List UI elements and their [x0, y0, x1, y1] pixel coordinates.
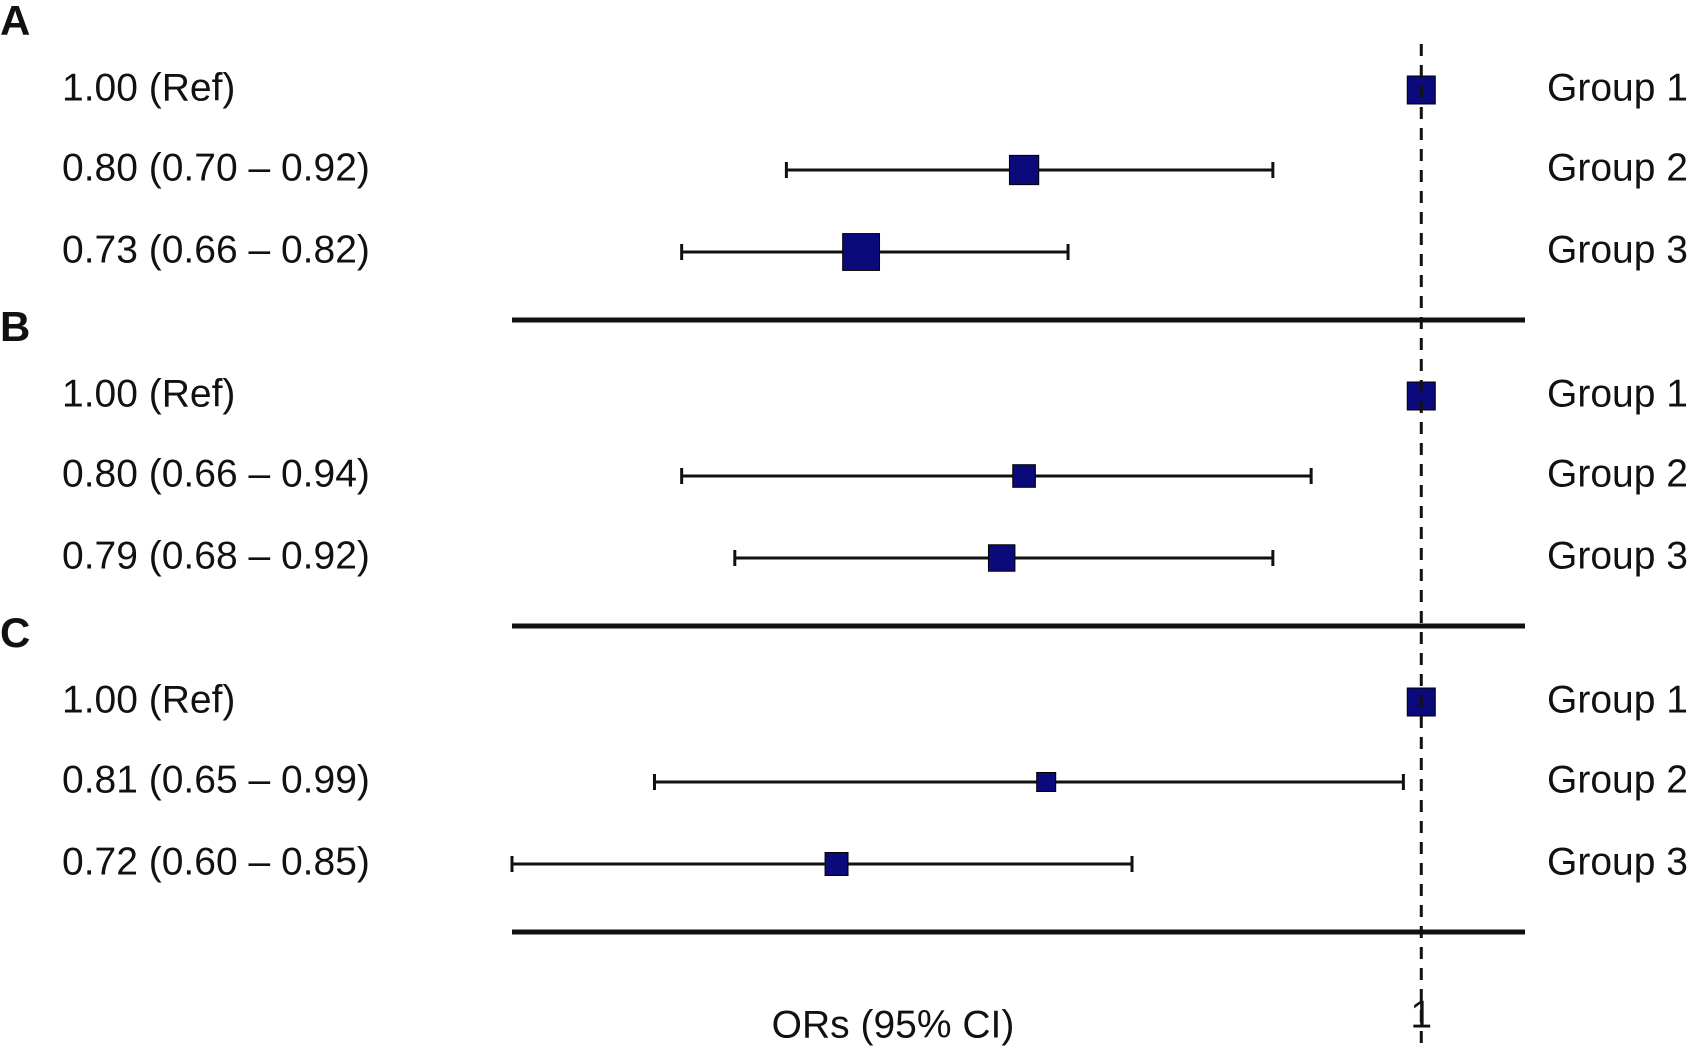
- estimate-label: 1.00 (Ref): [62, 372, 235, 415]
- group-label: Group 1: [1547, 372, 1688, 415]
- estimate-marker: [1036, 771, 1057, 793]
- panel-label: C: [0, 609, 30, 656]
- group-label: Group 3: [1547, 534, 1688, 577]
- group-label: Group 1: [1547, 66, 1688, 109]
- estimate-label: 0.81 (0.65 – 0.99): [62, 758, 370, 801]
- estimate-marker: [1008, 154, 1040, 186]
- group-label: Group 2: [1547, 758, 1688, 801]
- panel-label: B: [0, 303, 30, 350]
- estimate-label: 1.00 (Ref): [62, 678, 235, 721]
- estimate-label: 0.80 (0.70 – 0.92): [62, 146, 370, 189]
- estimate-label: 0.73 (0.66 – 0.82): [62, 228, 370, 271]
- group-label: Group 3: [1547, 840, 1688, 883]
- estimate-label: 0.72 (0.60 – 0.85): [62, 840, 370, 883]
- estimate-label: 0.80 (0.66 – 0.94): [62, 452, 370, 495]
- group-label: Group 2: [1547, 452, 1688, 495]
- estimate-marker: [1012, 464, 1036, 488]
- group-label: Group 1: [1547, 678, 1688, 721]
- x-axis-label: ORs (95% CI): [772, 1003, 1015, 1046]
- estimate-marker: [824, 852, 849, 876]
- panel-label: A: [0, 0, 30, 44]
- group-label: Group 2: [1547, 146, 1688, 189]
- estimate-marker: [987, 544, 1016, 572]
- estimate-marker: [842, 233, 881, 271]
- estimate-label: 1.00 (Ref): [62, 66, 235, 109]
- group-label: Group 3: [1547, 228, 1688, 271]
- x-tick-label: 1: [1410, 993, 1432, 1036]
- estimate-label: 0.79 (0.68 – 0.92): [62, 534, 370, 577]
